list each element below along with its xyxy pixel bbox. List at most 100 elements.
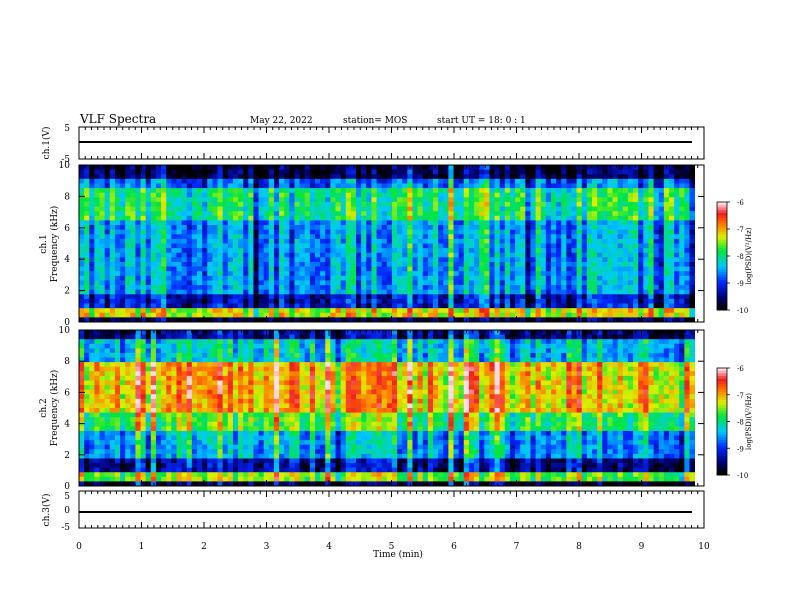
heatmap-cell — [289, 294, 295, 300]
heatmap-cell — [130, 275, 136, 281]
heatmap-cell — [284, 257, 290, 263]
colorbar-segment — [717, 256, 727, 260]
heatmap-cell — [386, 275, 393, 281]
heatmap-cell — [309, 266, 316, 272]
heatmap-cell — [417, 169, 424, 175]
heatmap-cell — [258, 308, 265, 314]
heatmap-cell — [125, 169, 131, 175]
heatmap-cell — [627, 257, 634, 263]
heatmap-cell — [366, 334, 372, 340]
heatmap-cell — [494, 229, 501, 235]
heatmap-cell — [84, 334, 90, 340]
heatmap-cell — [202, 343, 208, 349]
heatmap-cell — [299, 275, 306, 281]
heatmap-cell — [504, 206, 511, 212]
heatmap-cell — [99, 261, 106, 267]
heatmap-cell — [345, 285, 352, 291]
heatmap-cell — [212, 178, 218, 184]
heatmap-cell — [530, 206, 536, 212]
heatmap-cell — [515, 178, 521, 184]
heatmap-cell — [202, 165, 208, 171]
heatmap-cell — [545, 330, 552, 335]
heatmap-cell — [489, 280, 495, 286]
heatmap-cell — [592, 248, 598, 254]
heatmap-cell — [397, 312, 403, 318]
heatmap-cell — [561, 192, 567, 198]
heatmap-cell — [607, 238, 613, 244]
heatmap-cell — [79, 303, 85, 309]
heatmap-cell — [222, 220, 229, 226]
heatmap-cell — [125, 343, 131, 349]
heatmap-cell — [520, 225, 526, 231]
heatmap-cell — [474, 312, 480, 318]
heatmap-cell — [417, 330, 424, 335]
heatmap-cell — [530, 169, 536, 175]
heatmap-cell — [325, 275, 331, 281]
heatmap-cell — [653, 285, 660, 291]
heatmap-cell — [114, 257, 121, 263]
heatmap-cell — [417, 257, 424, 263]
heatmap-cell — [376, 285, 383, 291]
heatmap-cell — [520, 308, 526, 314]
heatmap-cell — [232, 285, 239, 291]
heatmap-cell — [186, 178, 193, 184]
heatmap-cell — [499, 215, 506, 221]
heatmap-cell — [509, 266, 516, 272]
heatmap-cell — [443, 225, 449, 231]
heatmap-cell — [386, 248, 393, 254]
heatmap-cell — [622, 197, 629, 203]
heatmap-cell — [376, 238, 383, 244]
heatmap-cell — [581, 261, 588, 267]
heatmap-cell — [576, 271, 583, 277]
heatmap-cell — [125, 215, 131, 221]
heatmap-cell — [540, 294, 547, 300]
heatmap-cell — [427, 289, 434, 295]
heatmap-cell — [350, 285, 357, 291]
heatmap-cell — [89, 308, 95, 314]
heatmap-cell — [479, 243, 485, 249]
heatmap-cell — [515, 303, 521, 309]
heatmap-cell — [602, 215, 608, 221]
heatmap-cell — [504, 339, 511, 345]
heatmap-cell — [602, 238, 608, 244]
heatmap-cell — [166, 285, 172, 291]
heatmap-cell — [586, 178, 593, 184]
heatmap-cell — [294, 188, 300, 194]
heatmap-cell — [109, 294, 116, 300]
heatmap-cell — [556, 257, 562, 263]
heatmap-cell — [299, 248, 306, 254]
heatmap-cell — [545, 303, 552, 309]
heatmap-cell — [432, 294, 439, 300]
heatmap-cell — [253, 317, 259, 323]
heatmap-cell — [607, 243, 613, 249]
heatmap-cell — [145, 312, 152, 318]
heatmap-cell — [668, 174, 675, 180]
heatmap-cell — [571, 303, 578, 309]
heatmap-cell — [556, 280, 562, 286]
heatmap-cell — [294, 229, 300, 235]
heatmap-cell — [299, 334, 306, 340]
heatmap-cell — [684, 271, 690, 277]
heatmap-cell — [448, 330, 454, 335]
heatmap-cell — [520, 243, 526, 249]
heatmap-cell — [125, 243, 131, 249]
ch1-voltage-ylabel: ch.1(V) — [41, 127, 52, 160]
heatmap-cell — [561, 165, 567, 171]
heatmap-cell — [263, 183, 270, 189]
heatmap-cell — [161, 317, 167, 323]
heatmap-cell — [397, 298, 403, 304]
heatmap-cell — [540, 261, 547, 267]
heatmap-cell — [381, 289, 388, 295]
heatmap-cell — [191, 303, 198, 309]
heatmap-cell — [356, 308, 362, 314]
heatmap-cell — [89, 261, 95, 267]
heatmap-cell — [581, 192, 588, 198]
heatmap-cell — [340, 294, 347, 300]
heatmap-cell — [509, 308, 516, 314]
heatmap-cell — [545, 238, 552, 244]
heatmap-cell — [381, 248, 388, 254]
heatmap-cell — [412, 312, 418, 318]
heatmap-cell — [279, 303, 285, 309]
heatmap-cell — [474, 330, 480, 335]
heatmap-cell — [627, 280, 634, 286]
